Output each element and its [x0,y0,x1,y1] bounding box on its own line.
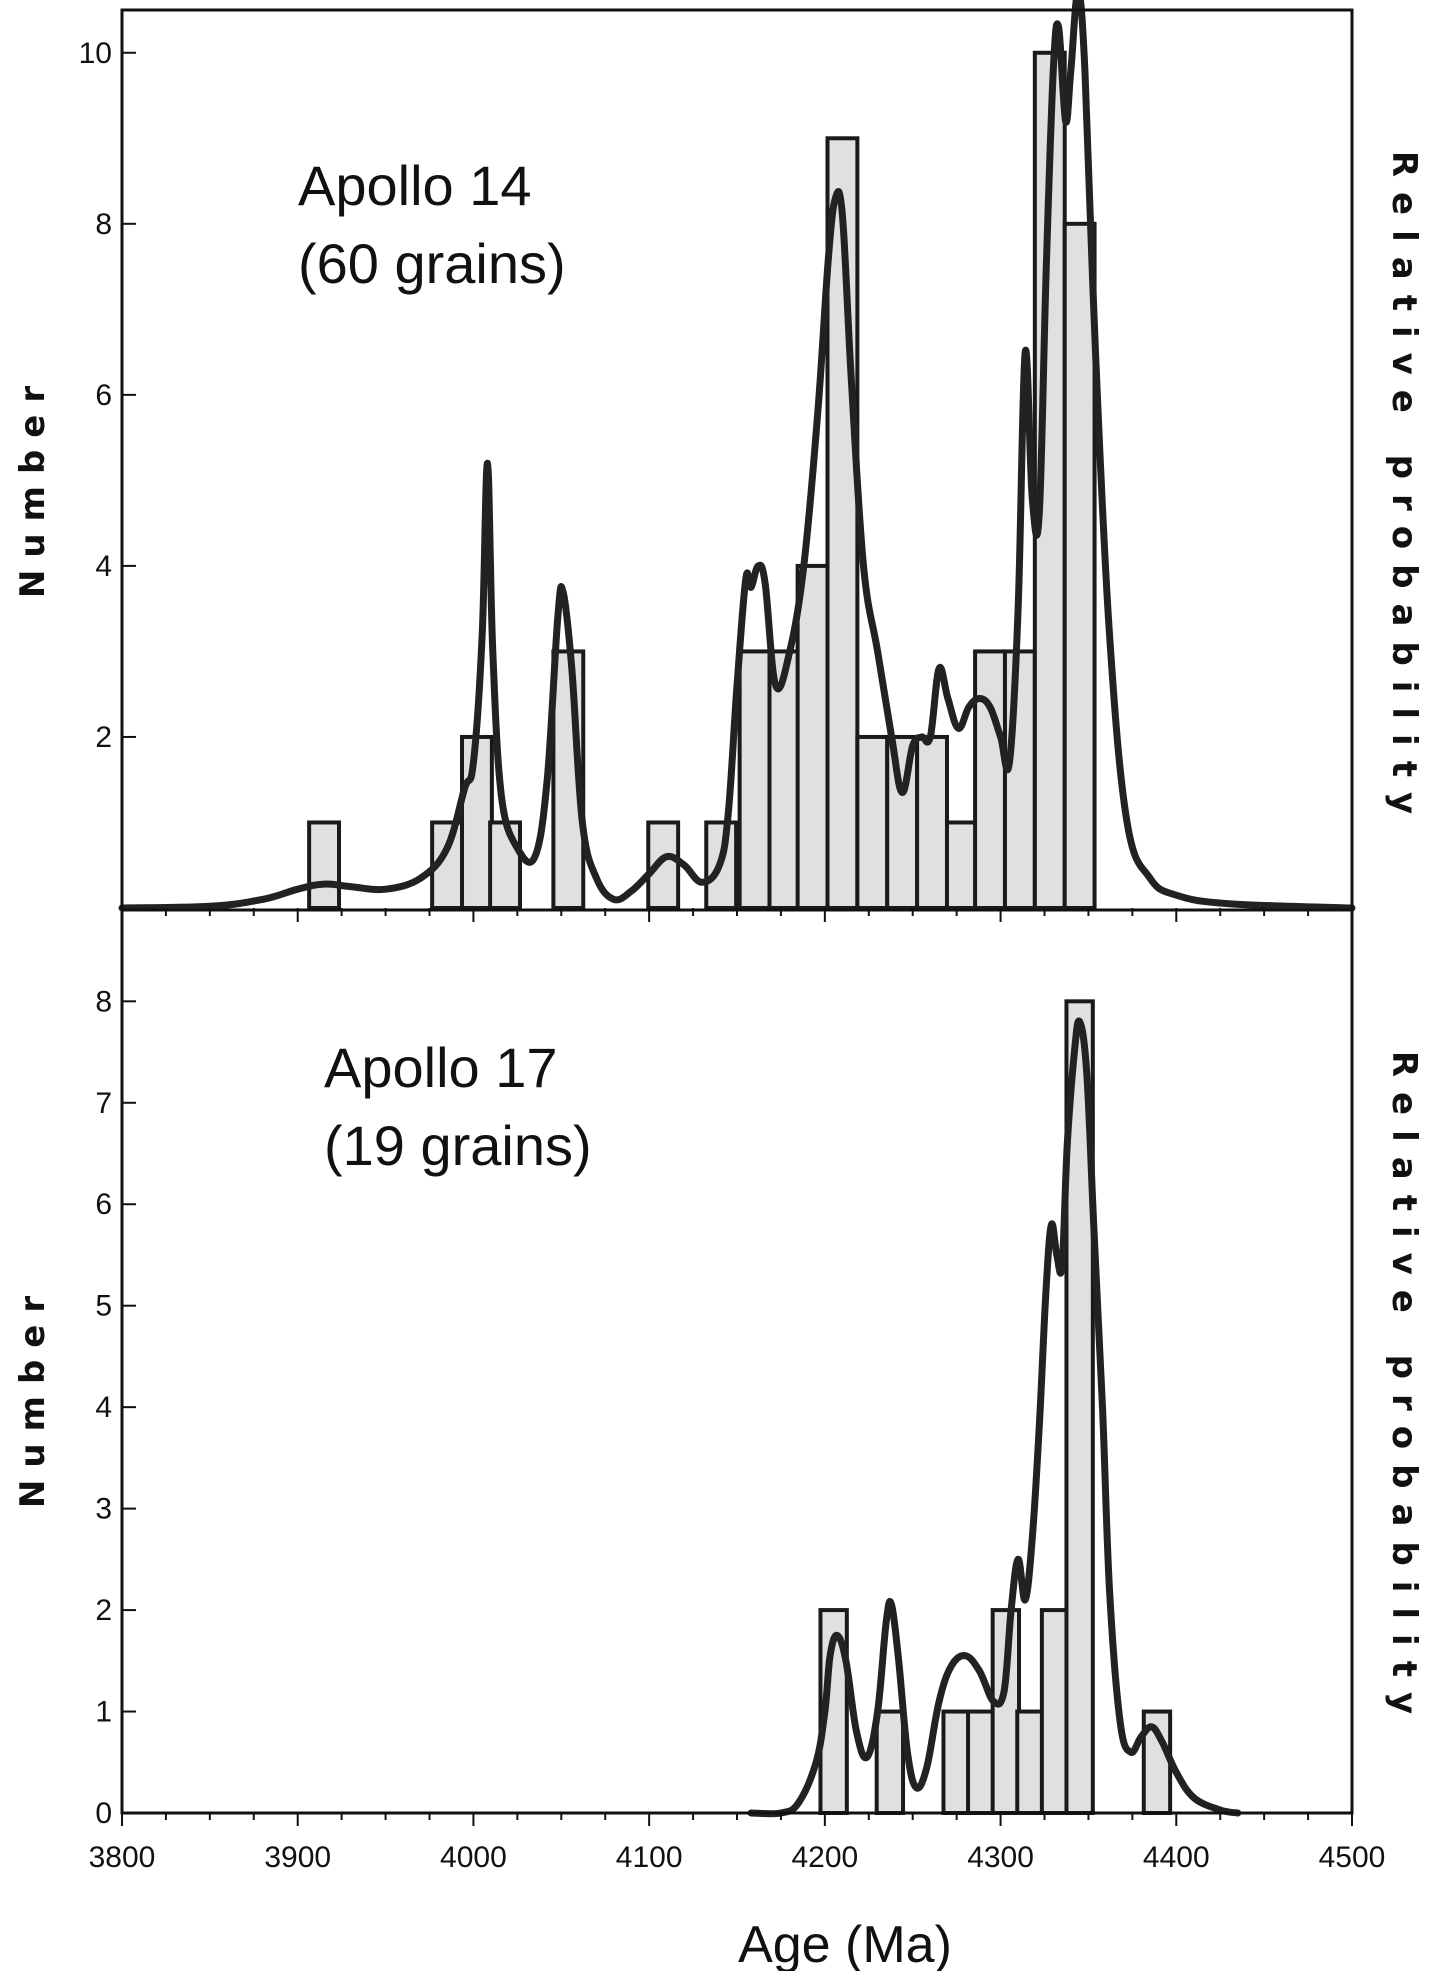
top-ytick-label-3: 8 [95,208,112,241]
top-bar-16 [1002,649,1037,911]
xtick-label-0: 3800 [89,1841,156,1874]
bottom-bar-5 [1015,1709,1046,1815]
bottom-ytick-label-3: 3 [95,1493,112,1526]
top-bar-9 [795,563,830,911]
bottom-ytick-label-2: 2 [95,1594,112,1627]
bottom-bar-6 [1039,1608,1071,1815]
bottom-ytick-label-0: 0 [95,1797,112,1830]
top-bar-13 [915,734,949,911]
xtick-label-5: 4300 [967,1841,1034,1874]
bottom-panel: 0 1 2 3 4 5 6 7 8 Apollo 17 (19 grains) Number R… [13,985,1424,1830]
xtick-label-7: 4500 [1319,1841,1386,1874]
top-bar-18 [1062,221,1097,911]
top-y-axis-title: Number [13,374,53,598]
bottom-y-axis-title: Number [13,1284,53,1508]
top-bar-3 [488,820,522,911]
bottom-bar-2 [941,1709,972,1815]
bottom-bar-1 [874,1709,906,1815]
bottom-bar-3 [966,1709,997,1815]
bottom-ytick-label-4: 4 [95,1391,112,1424]
xtick-label-6: 4400 [1143,1841,1210,1874]
top-y-ticks: 2 4 6 8 10 [79,37,136,754]
xtick-label-3: 4100 [616,1841,683,1874]
bottom-ytick-label-1: 1 [95,1696,112,1729]
bottom-y-ticks: 0 1 2 3 4 5 6 7 8 [95,985,136,1830]
top-ytick-label-2: 6 [95,379,112,412]
top-bar-5 [646,820,681,911]
bottom-ytick-label-8: 8 [95,985,112,1018]
top-y2-axis-title: Relative probability [1384,151,1424,829]
top-panel: 2 4 6 8 10 Apollo 14 (60 grains) Number Rela… [13,0,1424,912]
top-ytick-label-1: 4 [95,550,112,583]
top-annotation-count: (60 grains) [298,232,566,295]
bottom-annotation-count: (19 grains) [324,1114,592,1177]
xtick-label-2: 4000 [440,1841,507,1874]
top-bar-14 [944,820,979,911]
bottom-probability-curve [747,1017,1242,1818]
top-bar-15 [973,649,1007,911]
bottom-ytick-label-6: 6 [95,1188,112,1221]
top-bar-11 [855,734,890,911]
top-bar-8 [767,649,802,911]
x-axis-ticks: 3800 3900 4000 4100 4200 4300 4400 4500 [89,908,1386,1874]
bottom-y2-axis-title: Relative probability [1384,1051,1424,1729]
top-bar-7 [737,649,772,911]
top-annotation-title: Apollo 14 [298,154,532,217]
top-bar-2 [460,734,494,911]
top-ytick-label-4: 10 [79,37,112,70]
x-axis-title: Age (Ma) [738,1916,952,1971]
top-bar-0 [307,820,342,911]
bottom-annotation-title: Apollo 17 [324,1036,558,1099]
top-probability-curve [118,0,1356,912]
bottom-ytick-label-7: 7 [95,1087,112,1120]
xtick-label-4: 4200 [791,1841,858,1874]
bottom-ytick-label-5: 5 [95,1290,112,1323]
xtick-label-1: 3900 [264,1841,331,1874]
top-ytick-label-0: 2 [95,721,112,754]
